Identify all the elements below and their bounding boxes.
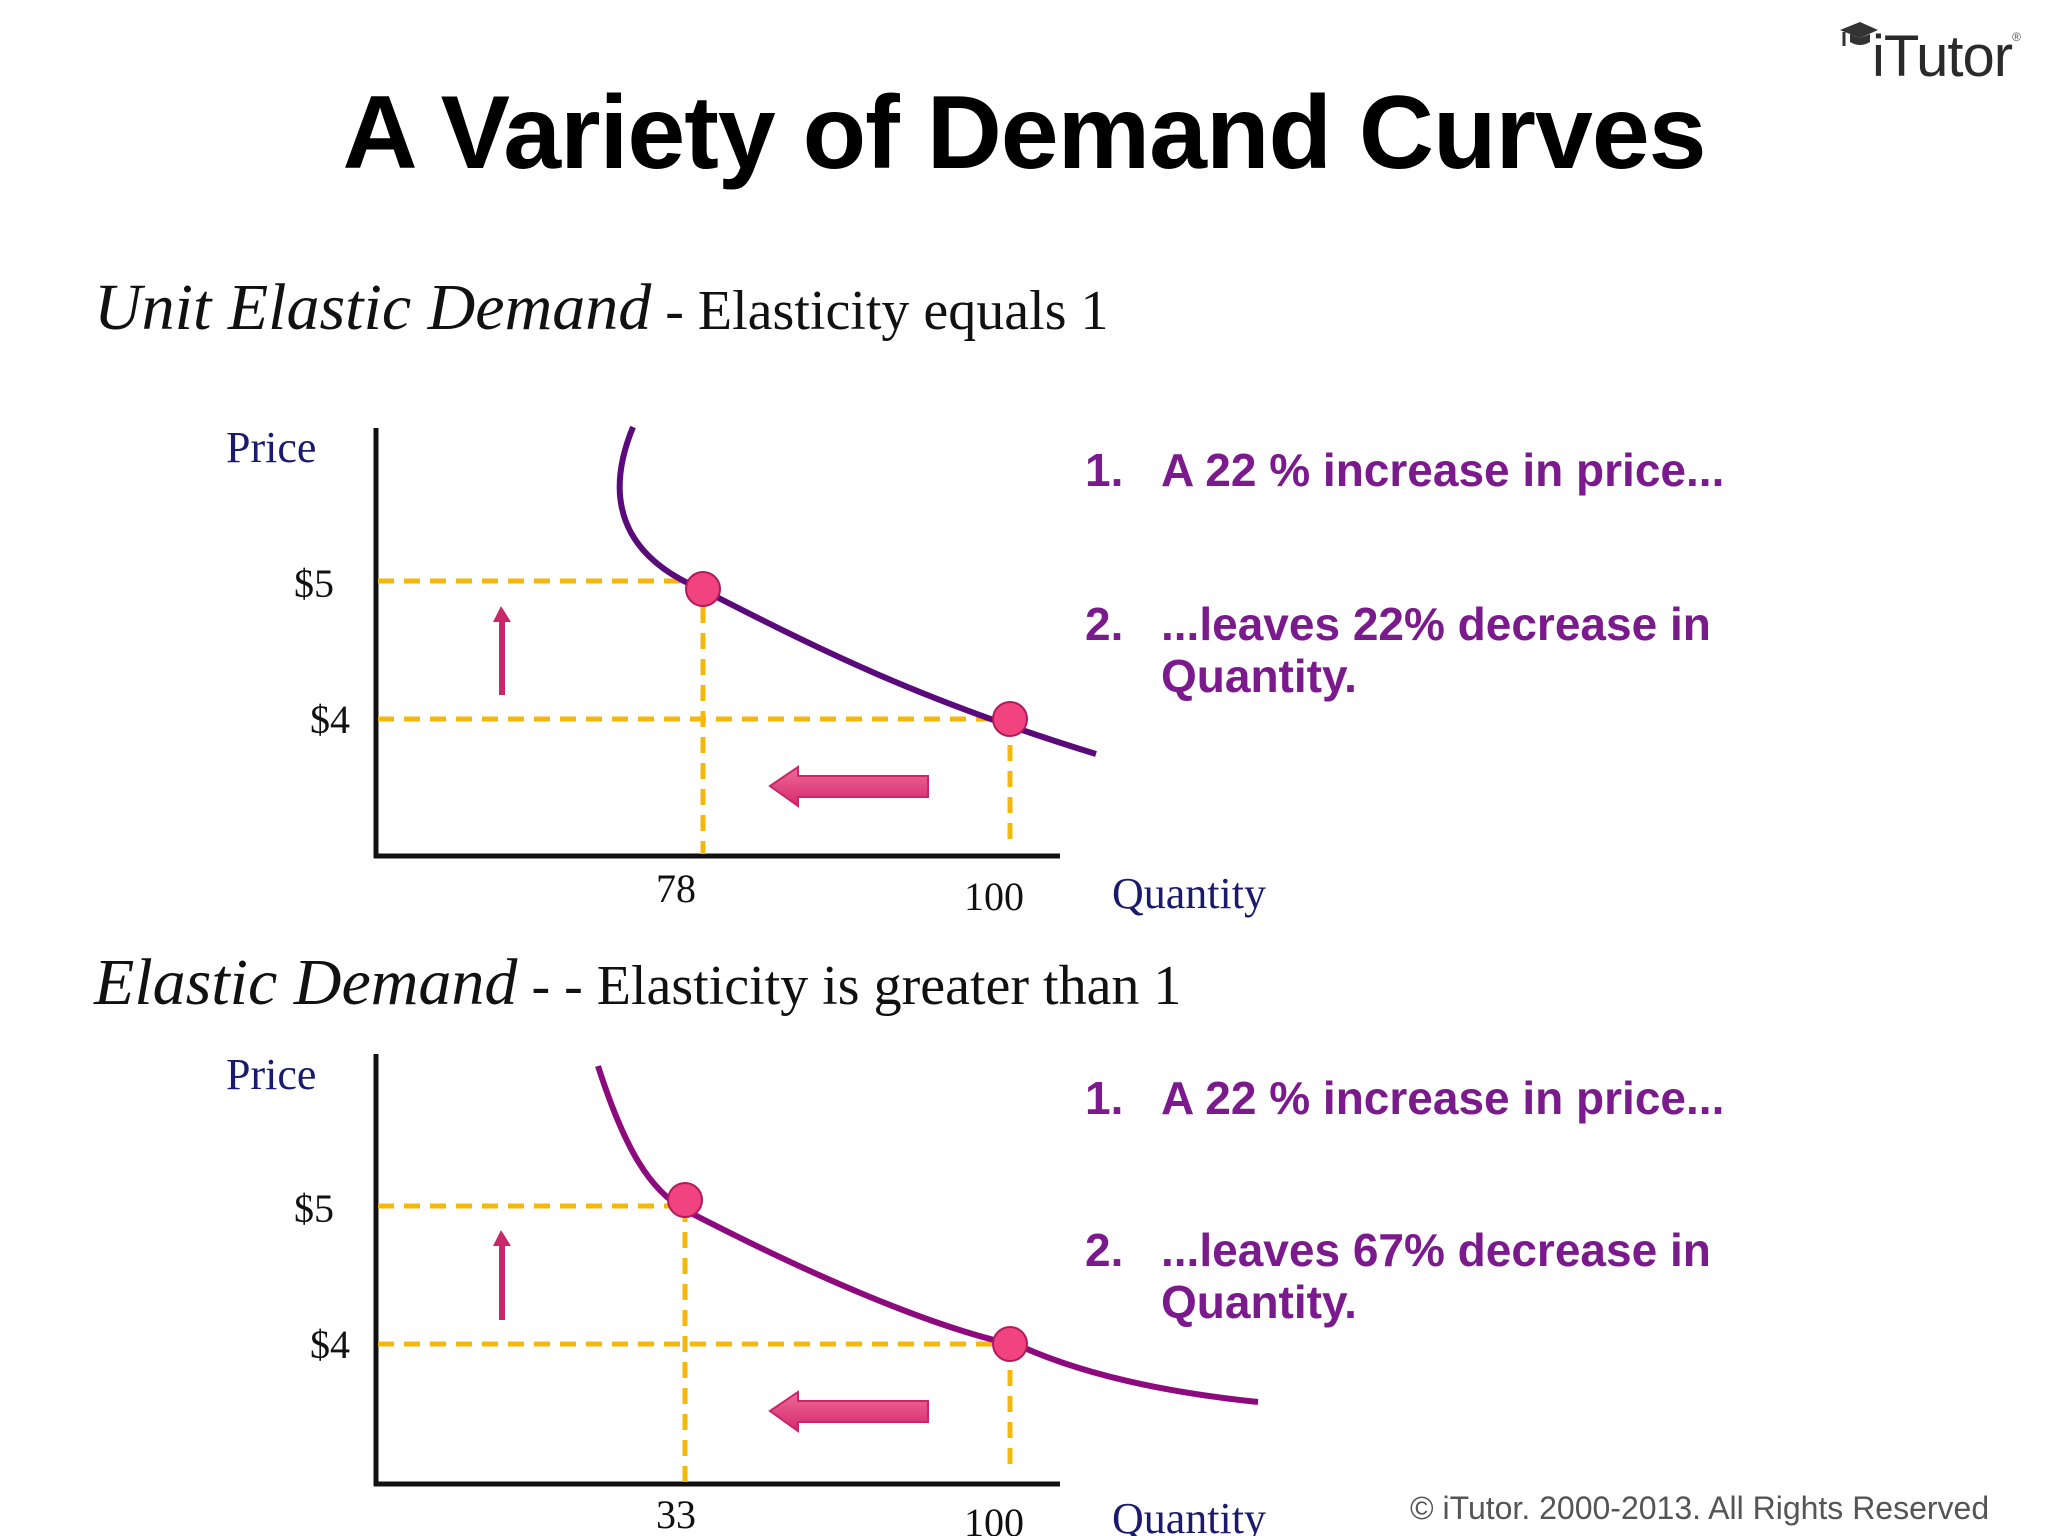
left-arrow-icon: [768, 1390, 929, 1433]
y-axis-label: Price: [226, 423, 316, 472]
point-1-bottom: 1. A 22 % increase in price...: [1085, 1072, 1724, 1124]
y-tick-5: $5: [294, 561, 334, 606]
x-tick-100: 100: [964, 874, 1024, 919]
heading-italic: Elastic Demand: [94, 946, 518, 1019]
y-axis-label: Price: [226, 1050, 316, 1099]
point-continuation: Quantity.: [1161, 650, 1357, 702]
up-arrow-icon: [493, 606, 511, 695]
point-number: 1.: [1085, 444, 1124, 496]
x-axis-label: Quantity: [1112, 869, 1266, 918]
unit-elastic-chart: Price Quantity $5 $4 78 100: [226, 423, 1266, 919]
itutor-logo: iTutor ®: [1838, 20, 2021, 90]
x-tick-100: 100: [964, 1500, 1024, 1536]
y-tick-4: $4: [310, 1322, 350, 1367]
data-point-33: [667, 1182, 703, 1218]
point-text: A 22 % increase in price...: [1161, 444, 1725, 496]
y-tick-4: $4: [310, 697, 350, 742]
data-point-78: [685, 571, 721, 607]
point-text: ...leaves 22% decrease in: [1161, 598, 1711, 650]
x-tick-78: 78: [656, 866, 696, 911]
point-number: 2.: [1085, 1224, 1124, 1276]
point-number: 1.: [1085, 1072, 1124, 1124]
point-number: 2.: [1085, 598, 1124, 650]
demand-curve: [616, 425, 1097, 757]
x-tick-33: 33: [656, 1492, 696, 1536]
heading-rest: - - Elasticity is greater than 1: [517, 955, 1182, 1017]
point-text: ...leaves 67% decrease in: [1161, 1224, 1711, 1276]
section-heading-elastic: Elastic Demand - - Elasticity is greater…: [94, 945, 1181, 1021]
graduation-cap-icon: [1840, 22, 1878, 46]
left-arrow-icon: [768, 765, 929, 808]
data-point-100: [992, 701, 1028, 737]
point-continuation: Quantity.: [1161, 1276, 1357, 1328]
slide-title: A Variety of Demand Curves: [342, 75, 1706, 191]
copyright-notice: © iTutor. 2000-2013. All Rights Reserved: [1410, 1490, 1990, 1526]
point-2-top: 2. ...leaves 22% decrease in Quantity.: [1085, 598, 1711, 702]
x-axis-label: Quantity: [1112, 1494, 1266, 1536]
point-2-bottom: 2. ...leaves 67% decrease in Quantity.: [1085, 1224, 1711, 1328]
heading-italic: Unit Elastic Demand: [94, 271, 652, 344]
elastic-chart: Price Quantity $5 $4 33 100: [226, 1050, 1266, 1536]
section-heading-unit-elastic: Unit Elastic Demand - Elasticity equals …: [94, 270, 1108, 346]
up-arrow-icon: [493, 1230, 511, 1320]
y-tick-5: $5: [294, 1186, 334, 1231]
data-point-100: [992, 1326, 1028, 1362]
point-text: A 22 % increase in price...: [1161, 1072, 1725, 1124]
heading-rest: - Elasticity equals 1: [651, 280, 1109, 342]
logo-registered-mark: ®: [2012, 30, 2021, 44]
point-1-top: 1. A 22 % increase in price...: [1085, 444, 1724, 496]
demand-curve: [595, 1065, 1259, 1405]
logo-text: iTutor: [1872, 24, 2013, 89]
